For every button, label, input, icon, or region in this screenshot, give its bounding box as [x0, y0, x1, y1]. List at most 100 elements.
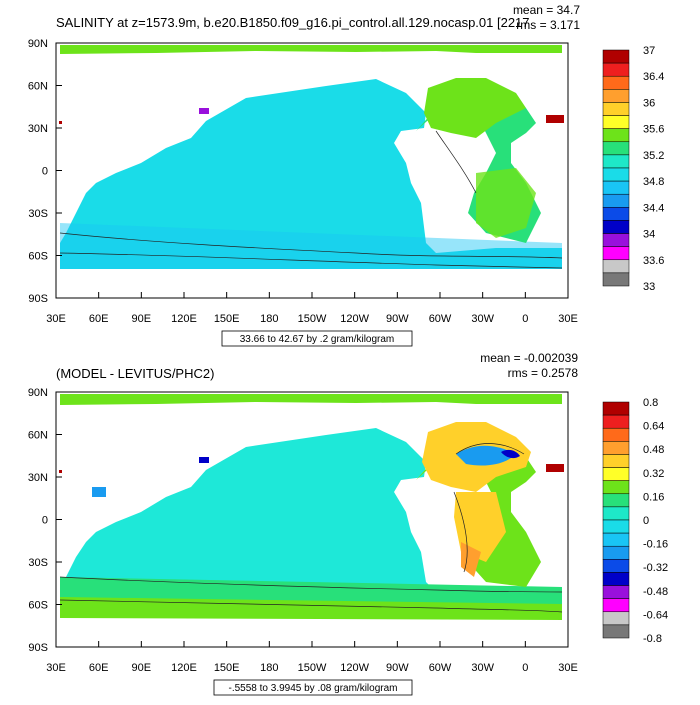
panel2-mean: mean = -0.002039	[480, 351, 578, 365]
colorbar-label: 35.6	[643, 124, 664, 136]
panel1-colorbar: 37 36.4 36 35.6 35.2 34.8 34.4 34 33.6 33	[602, 45, 664, 293]
panel2-x-ticks	[55, 641, 569, 647]
colorbar-label: -0.64	[643, 609, 668, 621]
x-tick-label: 150W	[298, 662, 327, 674]
colorbar-swatch	[602, 154, 630, 169]
colorbar-swatch	[602, 128, 630, 143]
x-tick-label: 0	[522, 313, 528, 325]
y-tick-label: 90N	[28, 38, 48, 50]
x-tick-label: 150W	[298, 313, 327, 325]
panel2-arctic-ocean	[60, 394, 562, 405]
colorbar-swatch	[602, 207, 630, 221]
colorbar-label: -0.48	[643, 586, 668, 598]
colorbar-swatch	[602, 611, 630, 626]
colorbar-swatch	[602, 532, 630, 547]
colorbar-swatch	[602, 401, 630, 416]
colorbar-swatch	[602, 259, 630, 274]
colorbar-swatch	[602, 62, 630, 77]
panel2-contour	[59, 599, 563, 613]
colorbar-label: 0.64	[643, 421, 664, 433]
colorbar-label: -0.32	[643, 562, 668, 574]
y-tick-label: 90S	[28, 293, 48, 305]
panel2-x-labels: 30E 60E 90E 120E 150E 180 150W 120W 90W 60W 30W 0 30…	[46, 662, 578, 674]
x-tick-label: 90E	[132, 313, 152, 325]
x-tick-label: 30E	[558, 313, 578, 325]
y-tick-label: 0	[42, 515, 48, 527]
panel1-arctic-ocean	[60, 45, 562, 54]
colorbar-label: 0	[643, 515, 649, 527]
colorbar-swatch	[602, 598, 630, 613]
colorbar-swatch	[602, 427, 630, 442]
x-tick-label: 60E	[89, 313, 109, 325]
colorbar-swatch	[602, 115, 630, 129]
panel2-contour	[455, 443, 525, 455]
colorbar-swatch	[602, 506, 630, 521]
y-tick-label: 60S	[28, 600, 48, 612]
x-tick-label: 90W	[386, 313, 409, 325]
colorbar-swatch	[602, 193, 630, 208]
panel2-rms: rms = 0.2578	[508, 366, 579, 380]
colorbar-swatch	[602, 75, 630, 90]
y-tick-label: 90N	[28, 387, 48, 399]
panel1-north-atlantic	[424, 78, 526, 138]
panel1-south-atlantic-green	[476, 168, 536, 238]
panel2-y-ticks	[56, 391, 62, 648]
panel2-mediterranean	[546, 464, 564, 472]
colorbar-label: 0.8	[643, 397, 658, 409]
x-tick-label: 60W	[429, 662, 452, 674]
panel2-contour	[59, 576, 563, 593]
x-tick-label: 90W	[386, 662, 409, 674]
panel2-map: 90N 60N 30N 0 30S 60S 90S 30E 60E 90E 120E 150E 180…	[28, 387, 578, 674]
colorbar-swatch	[602, 480, 630, 495]
panel2-title: (MODEL - LEVITUS/PHC2)	[56, 366, 214, 381]
colorbar-label: 33.6	[643, 255, 664, 267]
colorbar-swatch	[602, 272, 630, 287]
y-tick-label: 30N	[28, 472, 48, 484]
x-tick-label: 30E	[46, 662, 66, 674]
y-tick-label: 30S	[28, 557, 48, 569]
panel-difference: (MODEL - LEVITUS/PHC2) mean = -0.002039 …	[28, 351, 668, 696]
colorbar-swatch	[602, 246, 630, 261]
y-tick-label: 60S	[28, 251, 48, 263]
y-tick-label: 60N	[28, 81, 48, 93]
x-tick-label: 90E	[132, 662, 152, 674]
x-tick-label: 150E	[214, 313, 240, 325]
panel1-title: SALINITY at z=1573.9m, b.e20.B1850.f09_g…	[56, 15, 530, 30]
panel1-range-label: 33.66 to 42.67 by .2 gram/kilogram	[240, 334, 395, 345]
x-tick-label: 30W	[471, 313, 494, 325]
panel2-atlantic-ocean	[416, 442, 541, 587]
panel2-marginal-sea	[199, 457, 209, 463]
colorbar-label: 36	[643, 97, 655, 109]
x-tick-label: 180	[260, 662, 278, 674]
panel2-south-atlantic-orange	[461, 542, 481, 577]
colorbar-swatch	[602, 493, 630, 508]
colorbar-label: 37	[643, 45, 655, 57]
colorbar-swatch	[602, 559, 630, 573]
colorbar-swatch	[602, 454, 630, 468]
colorbar-swatch	[602, 89, 630, 103]
x-tick-label: 120E	[171, 313, 197, 325]
x-tick-label: 30W	[471, 662, 494, 674]
colorbar-label: 0.32	[643, 468, 664, 480]
panel1-x-labels: 30E 60E 90E 120E 150E 180 150W 120W 90W 60W 30W 0 30…	[46, 313, 578, 325]
panel2-gulf-core	[501, 449, 520, 459]
y-tick-label: 90S	[28, 642, 48, 654]
panel1-rms: rms = 3.171	[516, 18, 580, 32]
x-tick-label: 120W	[340, 662, 369, 674]
x-tick-label: 150E	[214, 662, 240, 674]
panel1-contour	[59, 232, 563, 259]
panel1-contour	[435, 130, 477, 194]
y-tick-label: 60N	[28, 430, 48, 442]
panel1-marginal-sea	[199, 108, 209, 114]
colorbar-label: -0.8	[643, 633, 662, 645]
colorbar-label: 0.48	[643, 444, 664, 456]
panel-salinity: SALINITY at z=1573.9m, b.e20.B1850.f09_g…	[28, 3, 664, 347]
colorbar-label: 36.4	[643, 71, 664, 83]
panel2-contour	[453, 491, 468, 573]
colorbar-swatch	[602, 467, 630, 481]
x-tick-label: 30E	[46, 313, 66, 325]
panel2-range-box	[213, 679, 413, 696]
x-tick-label: 60E	[89, 662, 109, 674]
colorbar-swatch	[602, 102, 630, 116]
